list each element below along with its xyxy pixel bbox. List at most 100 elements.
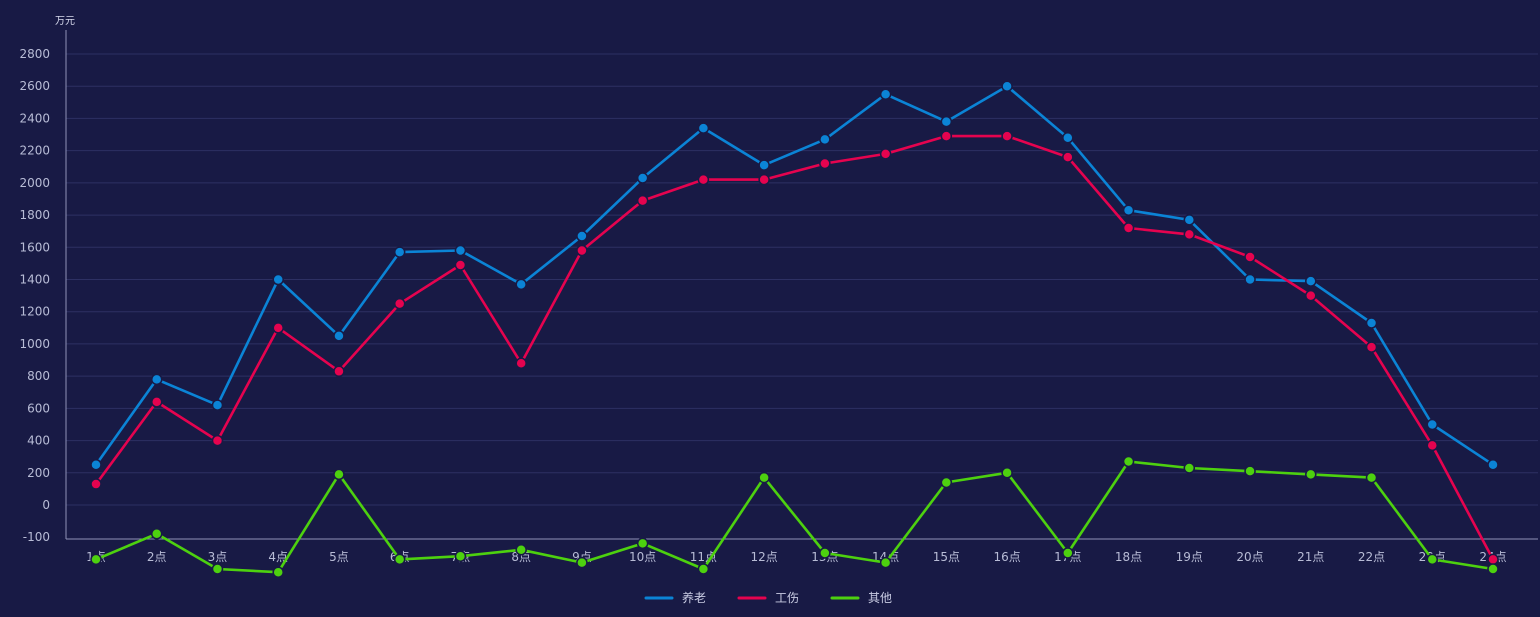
data-point[interactable]: [636, 194, 649, 207]
data-point[interactable]: [1001, 80, 1013, 92]
data-point[interactable]: [1426, 439, 1439, 452]
series-3: [90, 455, 1499, 578]
data-point[interactable]: [454, 244, 467, 257]
data-point[interactable]: [393, 553, 406, 566]
y-tick-label: 1800: [19, 208, 50, 222]
data-point[interactable]: [879, 148, 892, 160]
legend-item[interactable]: 养老: [644, 590, 706, 605]
series-1: [90, 80, 1499, 471]
legend-label: 其他: [868, 591, 892, 605]
data-point[interactable]: [1001, 130, 1013, 142]
data-point[interactable]: [1426, 553, 1439, 566]
data-point[interactable]: [697, 563, 710, 575]
data-point[interactable]: [211, 434, 224, 447]
x-tick-label: 3点: [208, 550, 228, 564]
data-point[interactable]: [1122, 455, 1135, 468]
data-point[interactable]: [333, 330, 345, 342]
data-point[interactable]: [1183, 462, 1196, 474]
data-point[interactable]: [515, 544, 527, 556]
data-point[interactable]: [272, 566, 284, 578]
y-tick-label: 2200: [19, 144, 50, 158]
data-point[interactable]: [1305, 468, 1317, 481]
data-point[interactable]: [758, 173, 770, 186]
data-point[interactable]: [1365, 471, 1378, 484]
y-tick-label: 2600: [19, 79, 50, 93]
data-point[interactable]: [576, 556, 588, 569]
data-point[interactable]: [576, 230, 588, 242]
data-point[interactable]: [150, 373, 163, 386]
data-point[interactable]: [1244, 465, 1256, 477]
x-tick-label: 4点: [268, 550, 288, 564]
data-point[interactable]: [636, 172, 649, 184]
data-point[interactable]: [819, 133, 831, 146]
data-point[interactable]: [758, 159, 770, 171]
data-point[interactable]: [940, 115, 953, 128]
y-tick-label: 2800: [19, 47, 50, 61]
data-point[interactable]: [333, 468, 345, 481]
x-tick-label: 16点: [993, 550, 1020, 564]
series-layer: [90, 80, 1499, 578]
data-point[interactable]: [697, 122, 710, 134]
data-point[interactable]: [697, 173, 710, 186]
data-point[interactable]: [1305, 289, 1317, 302]
x-tick-label: 2点: [147, 550, 167, 564]
data-point[interactable]: [90, 458, 102, 471]
data-point[interactable]: [1244, 251, 1256, 263]
x-tick-label: 18点: [1115, 550, 1142, 564]
data-point[interactable]: [819, 157, 831, 170]
legend-item[interactable]: 其他: [830, 591, 892, 605]
data-point[interactable]: [150, 528, 163, 540]
data-point[interactable]: [1487, 553, 1499, 566]
data-point[interactable]: [211, 563, 224, 575]
data-point[interactable]: [1487, 563, 1499, 575]
series-line: [94, 460, 1495, 574]
data-point[interactable]: [272, 273, 284, 286]
data-point[interactable]: [940, 476, 953, 489]
data-point[interactable]: [333, 365, 345, 378]
x-tick-label: 12点: [750, 550, 777, 564]
data-point[interactable]: [576, 244, 588, 257]
data-point[interactable]: [393, 246, 406, 258]
y-axis-unit-label: 万元: [55, 16, 75, 27]
data-point[interactable]: [1305, 275, 1317, 287]
data-point[interactable]: [879, 88, 892, 101]
data-point[interactable]: [1365, 317, 1378, 329]
data-point[interactable]: [272, 322, 284, 334]
data-point[interactable]: [879, 556, 892, 569]
data-point[interactable]: [1244, 273, 1256, 286]
data-point[interactable]: [211, 399, 224, 411]
data-point[interactable]: [393, 297, 406, 310]
data-point[interactable]: [636, 537, 649, 550]
data-point[interactable]: [90, 553, 102, 566]
y-tick-label: 2000: [19, 176, 50, 190]
data-point[interactable]: [515, 278, 527, 291]
data-point[interactable]: [515, 357, 527, 370]
x-tick-label: 20点: [1236, 550, 1263, 564]
data-point[interactable]: [819, 547, 831, 559]
legend-label: 工伤: [775, 591, 799, 605]
data-point[interactable]: [90, 478, 102, 490]
data-point[interactable]: [1122, 222, 1135, 234]
legend-item[interactable]: 工伤: [737, 591, 799, 605]
data-point[interactable]: [1487, 458, 1499, 471]
data-point[interactable]: [1001, 467, 1013, 479]
data-point[interactable]: [1183, 214, 1196, 226]
data-point[interactable]: [454, 259, 467, 271]
y-tick-label: 400: [27, 434, 50, 448]
data-point[interactable]: [1062, 547, 1074, 559]
series-line: [94, 84, 1495, 467]
data-point[interactable]: [940, 130, 953, 142]
y-tick-label: 1200: [19, 305, 50, 319]
data-point[interactable]: [150, 396, 163, 408]
data-point[interactable]: [1365, 341, 1378, 353]
data-point[interactable]: [1062, 132, 1074, 144]
data-point[interactable]: [1183, 228, 1196, 241]
y-tick-label: 1600: [19, 240, 50, 254]
data-point[interactable]: [1122, 204, 1135, 216]
data-point[interactable]: [758, 471, 770, 484]
data-point[interactable]: [1062, 151, 1074, 163]
data-point[interactable]: [1426, 418, 1439, 431]
data-point[interactable]: [454, 550, 467, 562]
x-tick-label: 8点: [511, 550, 531, 564]
